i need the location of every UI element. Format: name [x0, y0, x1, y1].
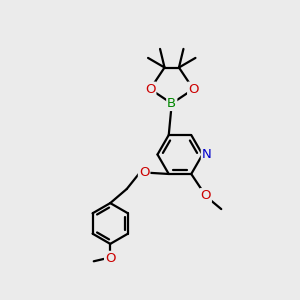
Text: O: O — [188, 82, 199, 96]
Text: O: O — [200, 189, 211, 202]
Text: N: N — [202, 148, 211, 161]
Text: O: O — [105, 252, 116, 265]
Text: O: O — [145, 82, 155, 96]
Text: B: B — [167, 97, 176, 110]
Text: O: O — [139, 166, 149, 179]
